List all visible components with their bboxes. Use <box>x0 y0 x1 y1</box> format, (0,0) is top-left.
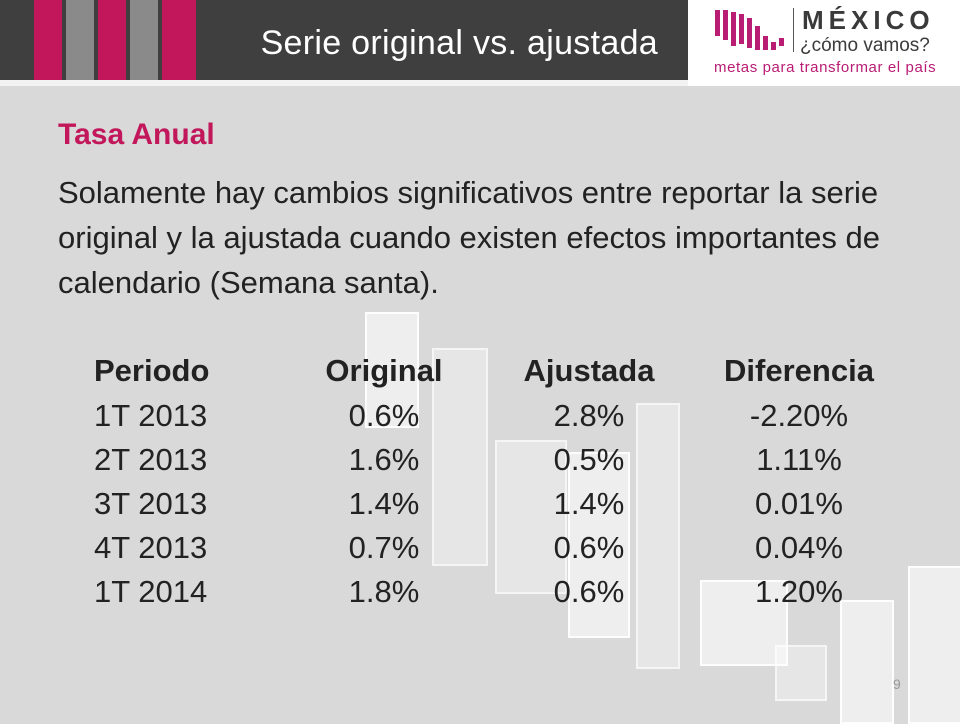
header-stripe <box>34 0 62 80</box>
table-cell: 1T 2013 <box>94 398 208 433</box>
table-cell: 0.6% <box>553 574 625 609</box>
logo-bar <box>779 38 784 46</box>
table-cell: 1.11% <box>756 442 842 477</box>
table-row: 1T 2013 0.6% 2.8% -2.20% <box>78 394 904 438</box>
table-row: 1T 2014 1.8% 0.6% 1.20% <box>78 570 904 614</box>
header-divider <box>0 80 688 86</box>
logo-bar <box>755 26 760 50</box>
table-cell: 2T 2013 <box>94 442 208 477</box>
table-cell: 1.4% <box>348 486 420 521</box>
table-row: 3T 2013 1.4% 1.4% 0.01% <box>78 482 904 526</box>
header-stripe <box>130 0 158 80</box>
column-header: Ajustada <box>523 353 655 388</box>
decorative-block <box>908 566 960 724</box>
table-cell: 0.6% <box>553 530 625 565</box>
data-table: Periodo Original Ajustada Diferencia 1T … <box>78 348 904 614</box>
header-stripe <box>98 0 126 80</box>
column-header: Periodo <box>94 353 210 388</box>
table-cell: 0.5% <box>553 442 625 477</box>
table-cell: 1.20% <box>755 574 843 609</box>
page-number: 9 <box>893 676 901 692</box>
logo-bar <box>723 10 728 40</box>
logo-divider <box>793 8 794 52</box>
logo: MÉXICO ¿cómo vamos? metas para transform… <box>688 0 960 86</box>
header-stripe <box>66 0 94 80</box>
table-cell: 0.7% <box>348 530 420 565</box>
table-header-row: Periodo Original Ajustada Diferencia <box>78 348 904 394</box>
header-stripe <box>162 0 196 80</box>
slide-header: Serie original vs. ajustada <box>0 0 688 80</box>
decorative-block <box>775 645 827 701</box>
logo-tagline: metas para transformar el país <box>714 59 937 76</box>
logo-bar <box>715 10 720 36</box>
table-cell: 1.6% <box>348 442 420 477</box>
table-cell: 3T 2013 <box>94 486 208 521</box>
column-header: Diferencia <box>724 353 874 388</box>
table-cell: 0.04% <box>755 530 843 565</box>
table-cell: 1.8% <box>348 574 420 609</box>
decorative-block <box>432 348 488 566</box>
logo-bar <box>763 36 768 50</box>
table-row: 4T 2013 0.7% 0.6% 0.04% <box>78 526 904 570</box>
table-cell: 1.4% <box>553 486 625 521</box>
table-cell: 0.01% <box>755 486 843 521</box>
table-cell: 1T 2014 <box>94 574 208 609</box>
logo-bar <box>739 14 744 44</box>
logo-bar <box>731 12 736 46</box>
slide-title: Serie original vs. ajustada <box>260 24 658 62</box>
table-cell: 2.8% <box>553 398 625 433</box>
decorative-block <box>495 440 567 594</box>
logo-subtitle: ¿cómo vamos? <box>800 35 930 56</box>
decorative-block <box>840 600 894 724</box>
table-cell: -2.20% <box>749 398 849 433</box>
decorative-block <box>568 452 630 638</box>
table-cell: 4T 2013 <box>94 530 208 565</box>
decorative-block <box>700 580 788 666</box>
section-subtitle: Tasa Anual <box>58 118 215 151</box>
logo-bar <box>747 18 752 48</box>
table-row: 2T 2013 1.6% 0.5% 1.11% <box>78 438 904 482</box>
logo-wordmark: MÉXICO <box>802 5 935 35</box>
body-paragraph: Solamente hay cambios significativos ent… <box>58 175 880 300</box>
table-cell: 0.6% <box>348 398 420 433</box>
decorative-block <box>636 403 680 669</box>
column-header: Original <box>325 353 443 388</box>
decorative-block <box>365 312 419 428</box>
logo-bar <box>771 42 776 50</box>
